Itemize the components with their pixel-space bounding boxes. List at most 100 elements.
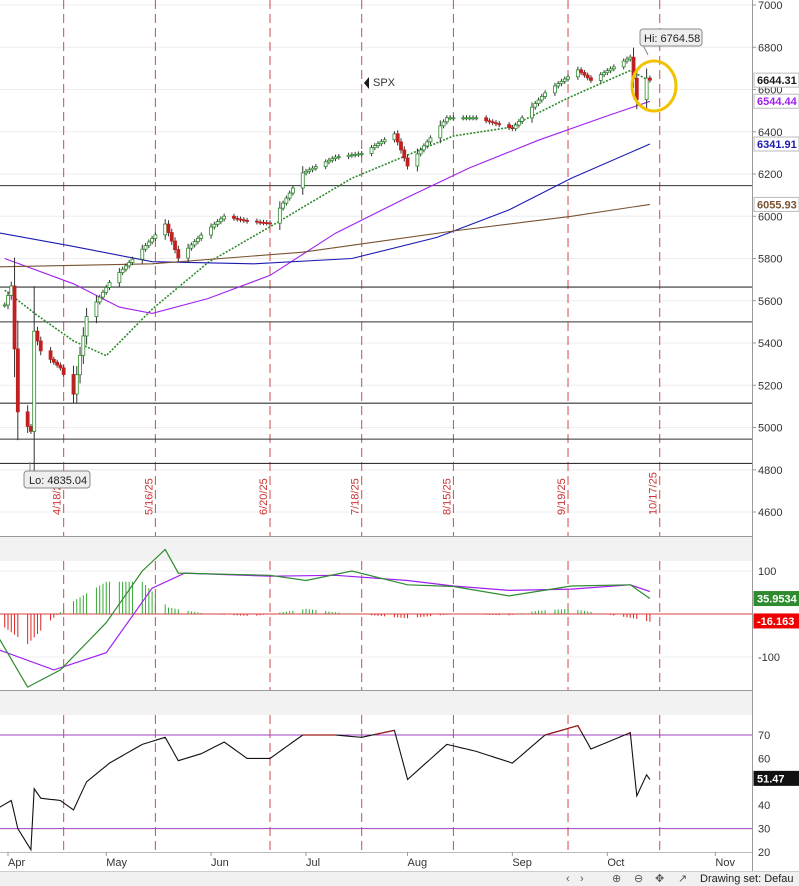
candle-up [533, 103, 538, 108]
candle-up [127, 262, 132, 267]
candle-up [209, 226, 213, 236]
candle-down [585, 74, 590, 79]
chart-footer-toolbar: ‹ › ⊕ ⊖ ✥ ↗ Drawing set: Defau [0, 871, 799, 886]
symbol-marker: SPX [364, 77, 396, 89]
candle-up [97, 296, 102, 303]
candle-up [323, 161, 328, 168]
macd-axis-label: 100 [758, 566, 776, 578]
candle-up [281, 202, 286, 209]
candle-up [153, 234, 158, 239]
rsi-overbought-segment [626, 732, 631, 735]
price-axis-label: 6400 [758, 127, 782, 139]
candle-down [405, 157, 410, 167]
candle-down [241, 219, 246, 222]
rsi-header [0, 691, 752, 715]
candle-down [254, 220, 259, 223]
candle-up [120, 268, 125, 273]
zoom-out-icon[interactable]: ⊖ [634, 873, 644, 885]
scroll-left-button[interactable]: ‹ [566, 873, 570, 885]
candle-up [277, 207, 282, 224]
candle-up [218, 218, 223, 223]
draw-tool-icon[interactable]: ↗ [678, 873, 688, 885]
candle-up [346, 154, 351, 158]
candle-up [81, 335, 86, 356]
moving-average-line [4, 100, 651, 314]
candle-up [300, 172, 305, 189]
event-date-label: 5/16/25 [143, 478, 155, 515]
candle-down [258, 221, 263, 224]
zoom-in-icon[interactable]: ⊕ [612, 873, 622, 885]
candle-up [376, 143, 380, 147]
event-date-lines: 4/18/25 5/16/25 6/20/25 7/18/25 8/15/25 9/19/… [52, 0, 661, 852]
candle-down [15, 348, 20, 413]
candle-up [372, 145, 377, 149]
drawing-set-label[interactable]: Drawing set: Defau [700, 873, 794, 885]
candle-up [84, 316, 89, 337]
candle-down [71, 374, 76, 395]
last-value-tag [753, 72, 799, 88]
month-label: Sep [512, 857, 532, 869]
candle-up [530, 106, 534, 119]
highlight-circle [630, 59, 678, 113]
last-value-tag [753, 591, 799, 607]
candle-up [444, 117, 449, 123]
candle-up [146, 241, 151, 247]
price-axis-label: 6000 [758, 211, 782, 223]
macd-header [0, 537, 752, 561]
pan-icon[interactable]: ✥ [655, 873, 665, 885]
price-axis-label: 6200 [758, 169, 782, 181]
candle-up [556, 83, 561, 87]
candle-down [268, 222, 272, 225]
candle-up [566, 76, 570, 80]
last-value-tag [753, 770, 799, 786]
candle-down [490, 121, 495, 124]
candle-up [356, 153, 361, 156]
candle-down [58, 364, 63, 369]
month-label: Apr [8, 857, 25, 869]
candle-down [169, 232, 174, 242]
hi-callout-pointer [642, 44, 649, 56]
candle-up [307, 169, 312, 172]
candle-up [520, 117, 525, 122]
candle-up [415, 153, 420, 167]
candle-down [507, 124, 511, 129]
candle-up [425, 141, 430, 147]
event-date-label: 6/20/25 [258, 478, 270, 515]
candle-down [29, 426, 33, 432]
candle-down [51, 358, 56, 363]
candle-up [628, 56, 633, 60]
candle-up [189, 244, 194, 249]
rsi-axis-label: 40 [758, 800, 770, 812]
price-axis-label: 6800 [758, 42, 782, 54]
candle-up [418, 149, 423, 155]
rsi-overbought-segment [374, 729, 395, 736]
month-axis-line [0, 852, 752, 853]
last-value-label: 6644.31 [757, 75, 797, 87]
candle-up [124, 265, 128, 270]
candle-up [192, 241, 197, 246]
panel-separator [0, 690, 752, 691]
candle-up [291, 187, 295, 194]
candle-down [55, 361, 60, 366]
macd-signal-line [0, 572, 651, 671]
candle-down [510, 127, 515, 130]
candle-up [117, 272, 122, 283]
candle-up [330, 158, 335, 161]
scroll-right-button[interactable]: › [580, 873, 584, 885]
candle-up [464, 117, 469, 120]
macd-panel [0, 548, 752, 688]
candle-up [94, 301, 99, 317]
candle-up [9, 285, 14, 296]
candle-up [461, 117, 466, 120]
price-axis-label: 4600 [758, 507, 782, 519]
lo-callout-label: Lo: 4835.04 [29, 475, 87, 487]
month-label: Jul [306, 857, 320, 869]
candle-up [359, 153, 364, 155]
candle-up [611, 66, 616, 70]
candle-down [261, 221, 266, 224]
candle-down [12, 285, 17, 350]
candle-up [140, 248, 145, 260]
event-date-label: 7/18/25 [350, 478, 362, 515]
candle-down [38, 340, 43, 352]
